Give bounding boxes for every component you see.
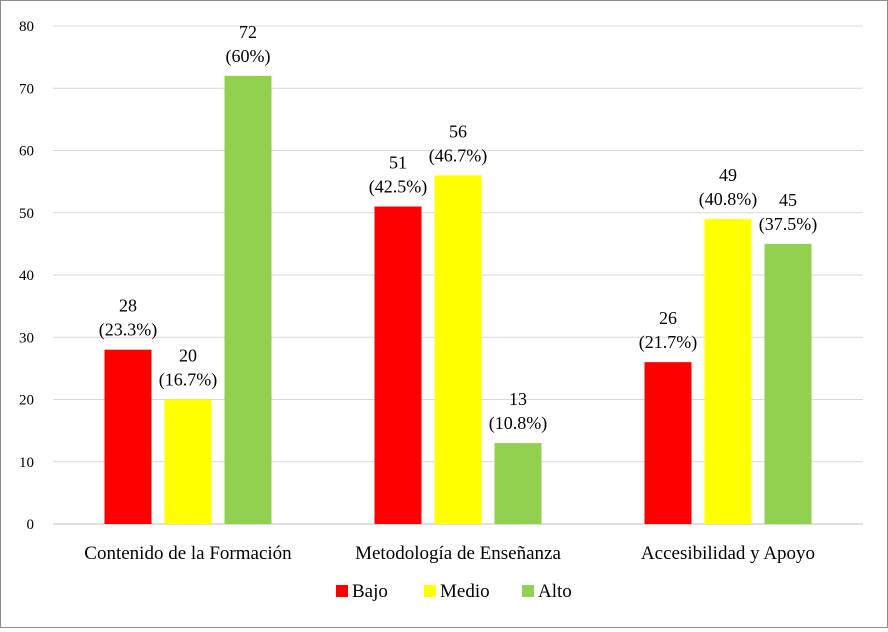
y-tick-label: 10: [19, 455, 34, 471]
bar-medio: [704, 218, 752, 524]
bar-bajo: [644, 362, 692, 524]
data-label-value: 72: [239, 22, 257, 42]
legend-item-alto: Alto: [522, 581, 572, 602]
y-tick-label: 50: [19, 206, 34, 222]
data-label-value: 51: [389, 153, 407, 173]
data-label-percent: (23.3%): [99, 320, 157, 341]
y-tick-label: 70: [19, 81, 34, 97]
data-label-value: 20: [179, 346, 197, 366]
y-tick-label: 0: [27, 517, 35, 533]
y-tick-label: 80: [19, 19, 34, 35]
x-axis-categories: Contenido de la Formación Metodología de …: [84, 543, 815, 564]
data-label-value: 13: [509, 389, 527, 409]
category-label: Accesibilidad y Apoyo: [641, 543, 815, 564]
data-label-percent: (16.7%): [159, 370, 217, 391]
legend-swatch: [522, 585, 534, 597]
data-label-percent: (46.7%): [429, 145, 487, 166]
data-label-percent: (37.5%): [759, 214, 817, 235]
legend-item-bajo: Bajo: [336, 581, 388, 602]
data-label-percent: (40.8%): [699, 189, 757, 210]
y-axis-ticks: 0 10 20 30 40 50 60 70 80: [19, 19, 34, 533]
data-label-percent: (21.7%): [639, 332, 697, 353]
bar-bajo: [104, 349, 152, 524]
data-label-value: 49: [719, 165, 737, 185]
y-tick-label: 60: [19, 144, 34, 160]
data-label-value: 26: [659, 308, 677, 328]
bars: [104, 75, 812, 525]
data-label-percent: (42.5%): [369, 177, 427, 198]
legend-item-medio: Medio: [424, 581, 490, 602]
data-label-percent: (60%): [226, 46, 271, 67]
data-label-percent: (10.8%): [489, 413, 547, 434]
data-labels: 28 (23.3%) 20 (16.7%) 72 (60%) 51 (42.5%) 56 (46.…: [99, 22, 817, 434]
bar-alto: [224, 75, 272, 525]
data-label-value: 56: [449, 121, 467, 141]
y-tick-label: 30: [19, 330, 34, 346]
bar-alto: [494, 443, 542, 524]
category-label: Contenido de la Formación: [84, 543, 292, 564]
category-label: Metodología de Enseñanza: [355, 543, 561, 564]
bar-bajo: [374, 206, 422, 524]
legend-label: Medio: [440, 581, 490, 602]
data-label-value: 45: [779, 190, 797, 210]
data-label-value: 28: [119, 296, 137, 316]
bar-alto: [764, 243, 812, 524]
legend: Bajo Medio Alto: [336, 581, 572, 602]
y-tick-label: 40: [19, 268, 34, 284]
legend-label: Alto: [538, 581, 572, 602]
legend-swatch: [424, 585, 436, 597]
legend-swatch: [336, 585, 348, 597]
legend-label: Bajo: [352, 581, 388, 602]
bar-medio: [434, 175, 482, 524]
y-tick-label: 20: [19, 393, 34, 409]
bar-medio: [164, 399, 212, 524]
